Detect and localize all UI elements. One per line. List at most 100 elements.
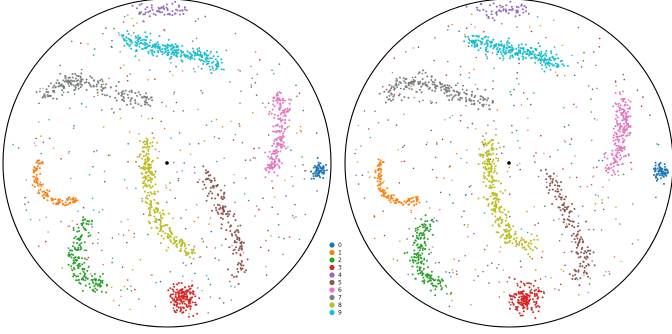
point-class-1 — [632, 203, 634, 205]
point-class-4 — [171, 14, 174, 17]
point-class-8 — [157, 209, 159, 212]
point-class-3 — [87, 256, 90, 259]
point-class-6 — [618, 109, 621, 112]
point-class-5 — [562, 208, 565, 210]
point-class-1 — [379, 187, 382, 190]
point-class-9 — [88, 173, 91, 176]
point-class-6 — [120, 295, 122, 298]
point-class-7 — [65, 79, 68, 82]
point-class-6 — [288, 119, 291, 122]
point-class-0 — [207, 278, 210, 280]
point-class-8 — [163, 213, 166, 216]
point-class-6 — [612, 165, 615, 168]
point-class-2 — [589, 277, 591, 280]
cluster-4 — [465, 0, 530, 22]
point-class-9 — [521, 55, 524, 58]
point-class-8 — [495, 179, 498, 182]
point-class-9 — [138, 42, 141, 45]
point-class-6 — [439, 208, 441, 211]
point-class-0 — [654, 168, 657, 171]
point-class-1 — [97, 94, 99, 97]
point-class-8 — [153, 215, 156, 218]
point-class-6 — [283, 130, 286, 133]
point-class-2 — [414, 277, 417, 280]
legend-label-0: 0 — [338, 242, 342, 249]
point-class-6 — [280, 144, 283, 147]
point-class-2 — [411, 273, 414, 276]
point-class-5 — [206, 194, 209, 197]
point-class-3 — [184, 298, 187, 301]
point-class-3 — [522, 299, 525, 302]
point-class-9 — [141, 197, 143, 200]
point-class-9 — [169, 48, 172, 51]
point-class-0 — [448, 271, 451, 274]
point-class-5 — [459, 119, 462, 122]
point-class-6 — [278, 108, 281, 111]
point-class-3 — [541, 296, 544, 299]
point-class-9 — [150, 51, 153, 53]
point-class-5 — [154, 170, 157, 173]
point-class-3 — [523, 282, 525, 285]
legend-marker-8 — [329, 302, 335, 308]
point-class-5 — [568, 211, 571, 214]
point-class-9 — [450, 275, 452, 278]
point-class-7 — [430, 79, 433, 81]
point-class-2 — [93, 273, 96, 275]
point-class-1 — [128, 131, 131, 133]
point-class-6 — [623, 146, 626, 148]
point-class-5 — [205, 199, 208, 202]
point-class-7 — [596, 87, 598, 90]
point-class-4 — [166, 13, 169, 16]
point-class-1 — [138, 133, 140, 135]
point-class-1 — [38, 192, 41, 195]
point-class-2 — [419, 261, 422, 264]
point-class-6 — [629, 126, 632, 128]
point-class-8 — [488, 172, 491, 175]
point-class-8 — [516, 242, 519, 245]
point-class-2 — [427, 266, 429, 269]
point-class-2 — [147, 233, 149, 236]
point-class-0 — [183, 162, 185, 164]
point-class-2 — [74, 258, 77, 261]
point-class-5 — [239, 70, 241, 72]
point-class-8 — [495, 203, 498, 206]
point-class-4 — [505, 9, 508, 12]
point-class-6 — [623, 139, 626, 142]
point-class-9 — [540, 52, 542, 55]
point-class-8 — [492, 149, 494, 152]
point-class-9 — [184, 55, 187, 58]
point-class-8 — [131, 269, 134, 271]
point-class-1 — [405, 201, 408, 204]
point-class-9 — [293, 217, 295, 219]
point-class-3 — [534, 303, 537, 306]
point-class-7 — [93, 79, 96, 82]
point-class-0 — [534, 161, 536, 163]
point-class-7 — [130, 91, 133, 94]
point-class-2 — [68, 251, 70, 254]
point-class-6 — [278, 91, 281, 94]
point-class-8 — [172, 242, 174, 245]
point-class-7 — [590, 183, 593, 186]
point-class-3 — [529, 290, 532, 292]
point-class-3 — [531, 291, 534, 294]
point-class-5 — [593, 264, 596, 267]
point-class-6 — [612, 169, 615, 172]
point-class-0 — [658, 174, 661, 177]
cluster-1 — [31, 159, 79, 207]
point-class-2 — [296, 95, 298, 97]
point-class-6 — [282, 101, 284, 104]
point-class-5 — [575, 246, 578, 249]
point-class-3 — [186, 306, 189, 309]
point-class-6 — [272, 162, 275, 165]
point-class-9 — [103, 170, 106, 173]
point-class-7 — [476, 88, 479, 90]
point-class-8 — [499, 246, 502, 248]
point-class-1 — [601, 199, 603, 201]
point-class-9 — [250, 65, 252, 68]
point-class-5 — [402, 146, 404, 148]
point-class-2 — [71, 269, 74, 272]
point-class-5 — [233, 248, 236, 251]
point-class-7 — [114, 96, 117, 99]
point-class-5 — [126, 279, 129, 281]
point-class-5 — [563, 198, 566, 201]
